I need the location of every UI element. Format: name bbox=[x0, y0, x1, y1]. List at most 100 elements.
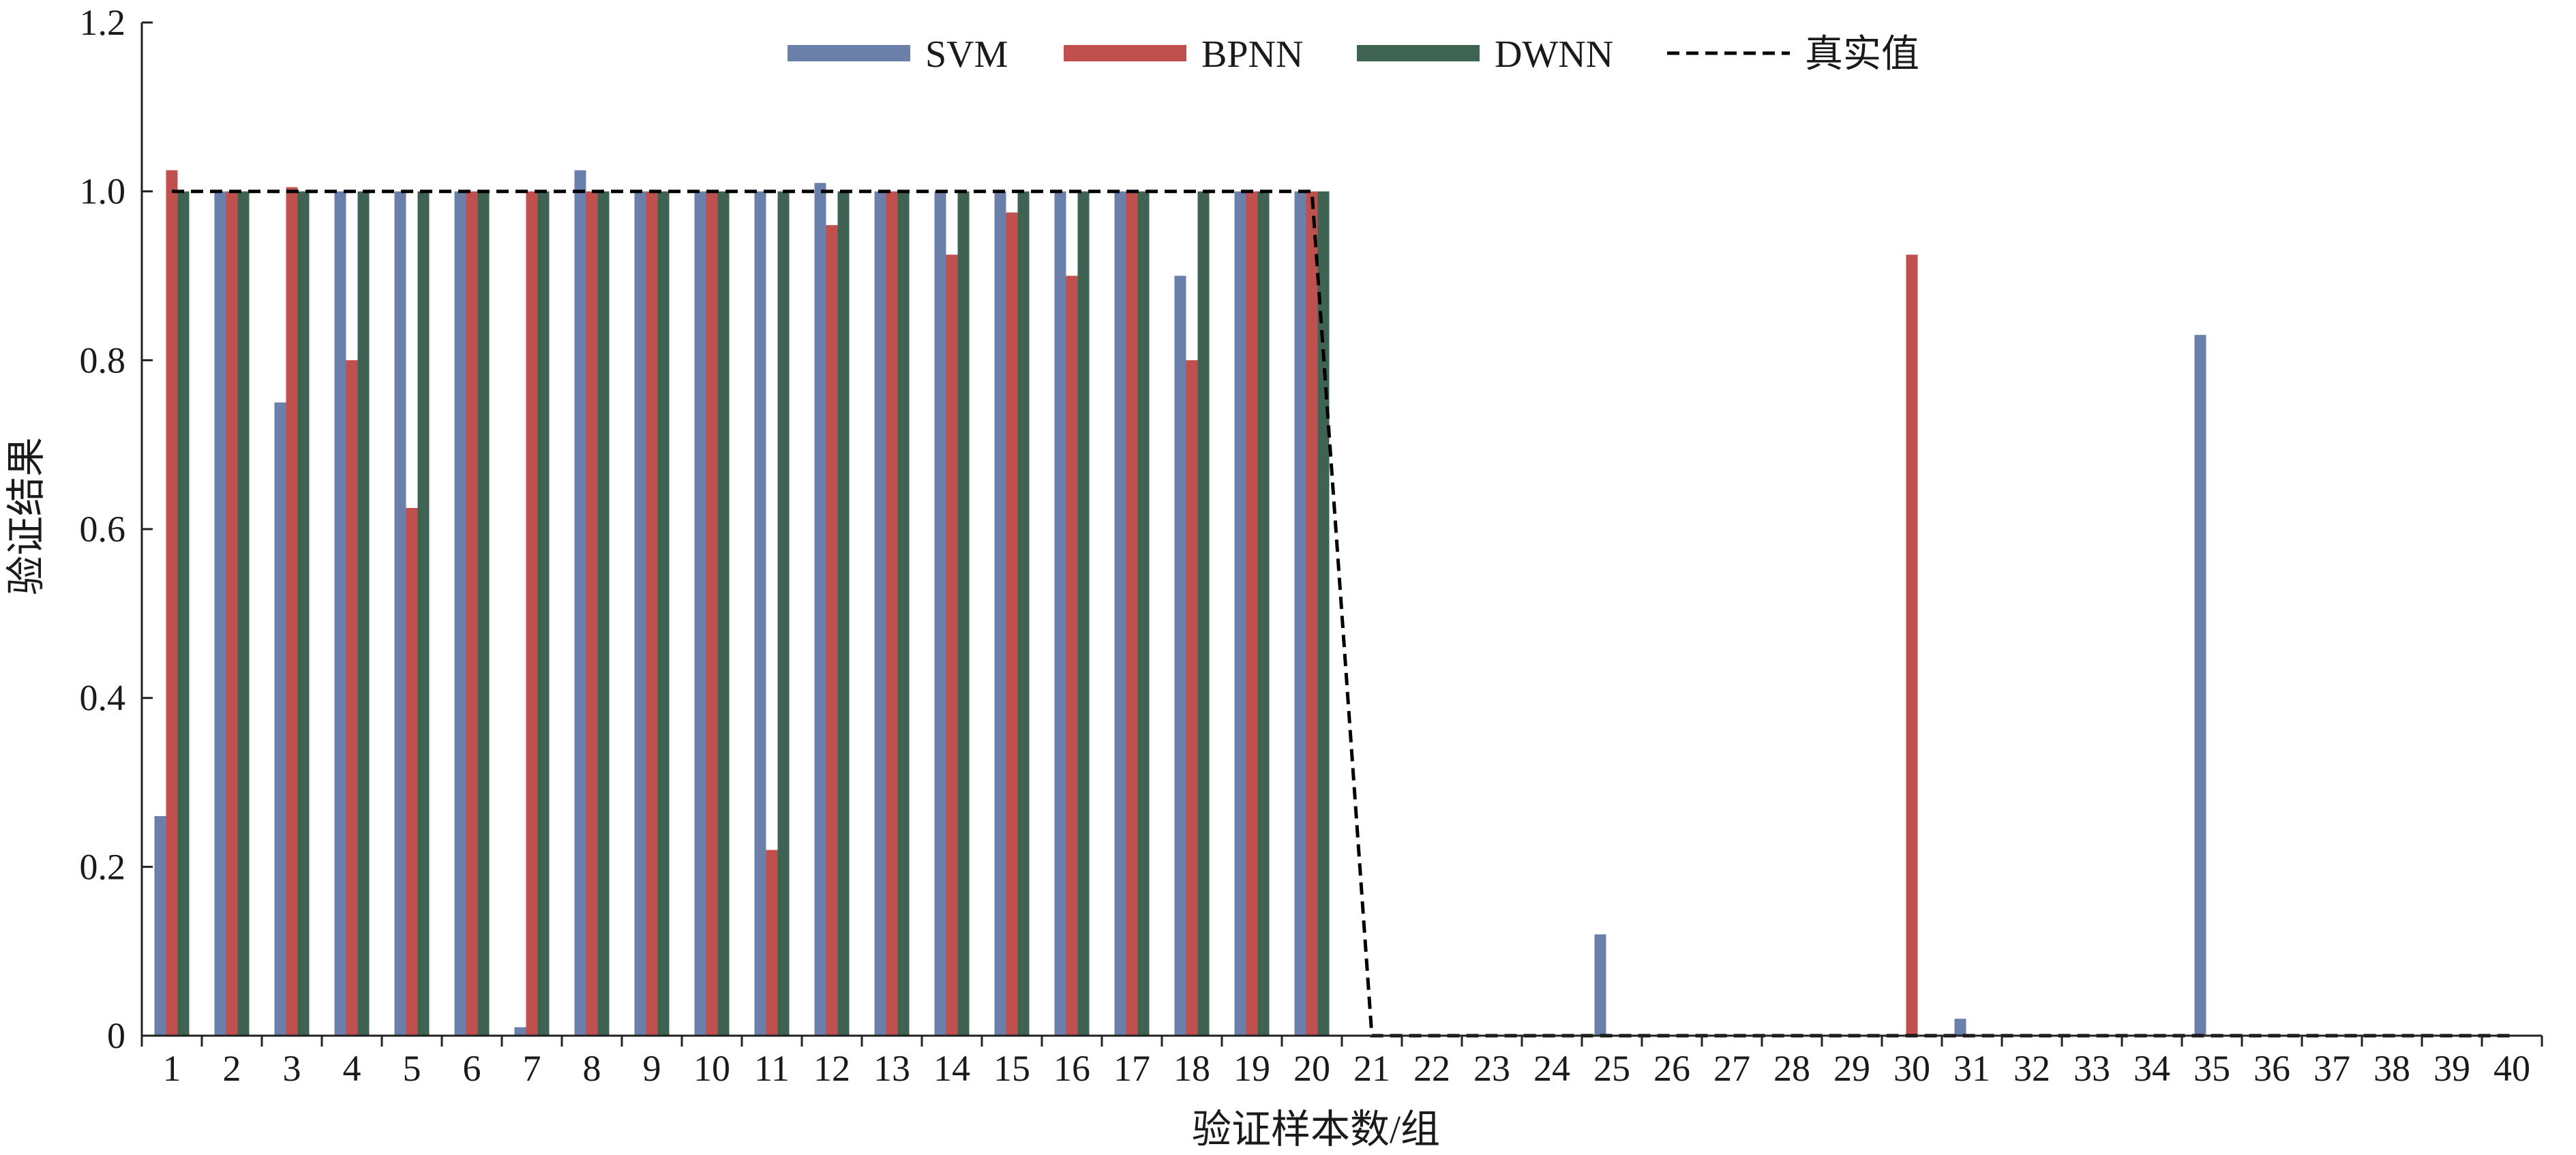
bar-bpnn-12 bbox=[826, 225, 838, 1036]
x-tick-label: 15 bbox=[993, 1048, 1030, 1089]
legend: SVM BPNN DWNN 真实值 bbox=[788, 33, 1919, 76]
x-tick-label: 22 bbox=[1413, 1048, 1450, 1089]
bar-svm-6 bbox=[454, 191, 466, 1036]
bar-dwnn-17 bbox=[1137, 191, 1150, 1036]
x-tick-label: 2 bbox=[223, 1048, 241, 1089]
x-tick-label: 4 bbox=[343, 1048, 361, 1089]
bar-bpnn-16 bbox=[1066, 275, 1078, 1036]
bar-dwnn-5 bbox=[417, 191, 430, 1036]
bar-svm-12 bbox=[814, 183, 826, 1036]
bar-dwnn-1 bbox=[177, 191, 190, 1036]
x-tick-label: 37 bbox=[2313, 1048, 2350, 1089]
bar-svm-25 bbox=[1594, 934, 1606, 1036]
bar-svm-3 bbox=[274, 402, 286, 1036]
bar-bpnn-11 bbox=[766, 850, 778, 1036]
y-axis-title: 验证结果 bbox=[4, 437, 48, 595]
bar-dwnn-10 bbox=[717, 191, 730, 1036]
y-tick-label: 0.8 bbox=[80, 340, 126, 380]
bar-dwnn-8 bbox=[597, 191, 610, 1036]
x-tick-label: 8 bbox=[583, 1048, 601, 1089]
legend-swatch-svm bbox=[788, 45, 910, 61]
x-tick-label: 16 bbox=[1053, 1048, 1090, 1089]
x-tick-label: 24 bbox=[1533, 1048, 1570, 1089]
legend-label: 真实值 bbox=[1805, 33, 1919, 76]
x-tick-label: 21 bbox=[1353, 1048, 1390, 1089]
bar-svm-5 bbox=[394, 191, 406, 1036]
x-tick-label: 27 bbox=[1713, 1048, 1750, 1089]
bar-bpnn-3 bbox=[286, 187, 298, 1036]
legend-label: DWNN bbox=[1495, 33, 1613, 76]
bar-dwnn-16 bbox=[1077, 191, 1090, 1036]
bar-bpnn-19 bbox=[1246, 191, 1258, 1036]
x-tick-label: 12 bbox=[813, 1048, 850, 1089]
x-tick-label: 11 bbox=[754, 1048, 790, 1089]
bar-svm-2 bbox=[214, 191, 226, 1036]
x-tick-label: 5 bbox=[403, 1048, 421, 1089]
x-tick-label: 7 bbox=[523, 1048, 541, 1089]
bar-svm-4 bbox=[334, 191, 346, 1036]
bar-bpnn-10 bbox=[706, 191, 718, 1036]
bar-dwnn-15 bbox=[1017, 191, 1030, 1036]
x-tick-label: 40 bbox=[2493, 1048, 2530, 1089]
x-tick-label: 1 bbox=[163, 1048, 181, 1089]
bar-svm-15 bbox=[994, 191, 1006, 1036]
y-tick-label: 1.0 bbox=[80, 171, 126, 212]
x-tick-label: 30 bbox=[1893, 1048, 1930, 1089]
x-tick-label: 35 bbox=[2193, 1048, 2230, 1089]
bar-bpnn-5 bbox=[406, 508, 418, 1036]
legend-label: BPNN bbox=[1201, 33, 1303, 76]
bar-svm-10 bbox=[694, 191, 706, 1036]
bar-svm-1 bbox=[154, 816, 166, 1036]
legend-swatch-bpnn bbox=[1064, 45, 1186, 61]
x-tick-label: 19 bbox=[1233, 1048, 1270, 1089]
bar-dwnn-6 bbox=[477, 191, 490, 1036]
x-axis-title: 验证样本数/组 bbox=[1192, 1107, 1440, 1152]
x-tick-label: 10 bbox=[693, 1048, 730, 1089]
bar-dwnn-19 bbox=[1257, 191, 1270, 1036]
bar-dwnn-3 bbox=[297, 191, 310, 1036]
bar-bpnn-20 bbox=[1306, 191, 1318, 1036]
x-tick-label: 25 bbox=[1593, 1048, 1630, 1089]
bar-svm-17 bbox=[1114, 191, 1126, 1036]
x-tick-label: 17 bbox=[1113, 1048, 1150, 1089]
bar-bpnn-9 bbox=[646, 191, 658, 1036]
bar-dwnn-7 bbox=[537, 191, 550, 1036]
x-tick-label: 33 bbox=[2073, 1048, 2110, 1089]
bar-dwnn-4 bbox=[357, 191, 370, 1036]
x-tick-label: 13 bbox=[873, 1048, 910, 1089]
x-tick-label: 28 bbox=[1773, 1048, 1810, 1089]
x-tick-label: 18 bbox=[1173, 1048, 1210, 1089]
x-tick-label: 3 bbox=[283, 1048, 301, 1089]
bar-svm-8 bbox=[574, 170, 586, 1036]
bar-bpnn-1 bbox=[166, 170, 178, 1036]
bar-svm-13 bbox=[874, 191, 886, 1036]
bar-bpnn-18 bbox=[1186, 360, 1198, 1036]
x-tick-label: 23 bbox=[1473, 1048, 1510, 1089]
bar-svm-16 bbox=[1054, 191, 1066, 1036]
x-tick-label: 32 bbox=[2013, 1048, 2050, 1089]
bar-svm-14 bbox=[934, 191, 946, 1036]
bar-svm-11 bbox=[754, 191, 766, 1036]
axes-layer: 00.20.40.60.81.01.21 2 3 4 5 6 7 8 9 10 11 12 13 14 15… bbox=[80, 2, 2543, 1089]
x-tick-label: 36 bbox=[2253, 1048, 2290, 1089]
bar-svm-31 bbox=[1954, 1019, 1966, 1036]
bar-dwnn-2 bbox=[237, 191, 250, 1036]
bar-dwnn-12 bbox=[837, 191, 850, 1036]
x-tick-label: 38 bbox=[2373, 1048, 2410, 1089]
bar-svm-35 bbox=[2194, 335, 2206, 1036]
x-tick-label: 39 bbox=[2433, 1048, 2470, 1089]
reference-line bbox=[172, 190, 2512, 1038]
bar-bpnn-17 bbox=[1126, 191, 1138, 1036]
bar-bpnn-7 bbox=[526, 191, 538, 1036]
x-tick-label: 9 bbox=[643, 1048, 661, 1089]
x-tick-label: 6 bbox=[463, 1048, 481, 1089]
y-tick-label: 1.2 bbox=[80, 2, 126, 43]
y-tick-label: 0.4 bbox=[80, 678, 126, 719]
bar-svm-20 bbox=[1294, 191, 1306, 1036]
bar-dwnn-13 bbox=[897, 191, 910, 1036]
bar-bpnn-13 bbox=[886, 191, 898, 1036]
bar-bpnn-30 bbox=[1906, 254, 1918, 1036]
bar-bpnn-6 bbox=[466, 191, 478, 1036]
y-tick-label: 0.2 bbox=[80, 846, 126, 887]
